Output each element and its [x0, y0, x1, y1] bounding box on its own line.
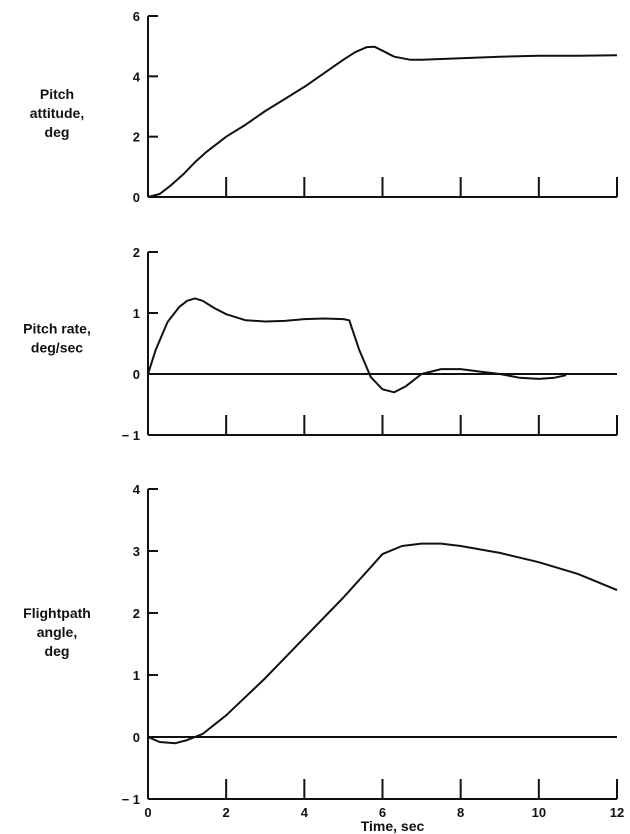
y-tick-label: 0 — [133, 730, 140, 745]
y-tick-label: 1 — [133, 306, 140, 321]
x-tick-label: 8 — [457, 805, 464, 820]
y-axis-label: deg — [45, 643, 70, 659]
y-axis-label: Flightpath — [23, 605, 91, 621]
series-line — [148, 544, 617, 744]
series-line — [148, 298, 566, 392]
x-tick-label: 12 — [610, 805, 624, 820]
y-tick-label: 4 — [133, 69, 141, 84]
y-tick-label: 2 — [133, 606, 140, 621]
y-tick-label: 2 — [133, 245, 140, 260]
y-axis-label: deg — [45, 124, 70, 140]
y-tick-label: 3 — [133, 544, 140, 559]
y-tick-label: 1 — [133, 668, 140, 683]
y-tick-label: 0 — [133, 190, 140, 205]
y-tick-label: 4 — [133, 482, 141, 497]
x-axis-label: Time, sec — [361, 818, 425, 834]
y-tick-label: 0 — [133, 367, 140, 382]
x-tick-label: 0 — [144, 805, 151, 820]
y-axis-label: deg/sec — [31, 340, 83, 356]
y-axis-label: attitude, — [30, 105, 84, 121]
y-axis-label: Pitch rate, — [23, 321, 91, 337]
x-tick-label: 4 — [301, 805, 309, 820]
series-line — [148, 47, 617, 197]
y-axis-label: angle, — [37, 624, 77, 640]
y-tick-label: 2 — [133, 130, 140, 145]
y-tick-label: − 1 — [122, 792, 140, 807]
y-tick-label: 6 — [133, 9, 140, 24]
x-tick-label: 10 — [532, 805, 546, 820]
y-axis-label: Pitch — [40, 86, 74, 102]
x-tick-label: 2 — [223, 805, 230, 820]
y-tick-label: − 1 — [122, 428, 140, 443]
